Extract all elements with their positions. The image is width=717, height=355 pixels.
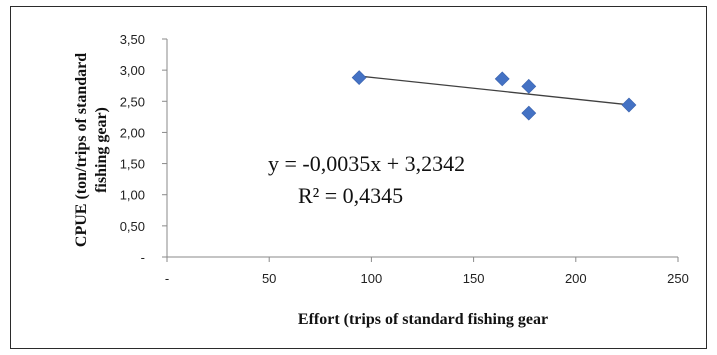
y-tick-label: 0,50 xyxy=(120,219,145,234)
data-points xyxy=(351,70,637,121)
x-tick-label: 150 xyxy=(463,271,485,286)
y-tick-labels: - 0,50 1,00 1,50 2,00 2,50 3,00 3,50 xyxy=(120,32,167,265)
y-tick-label: 1,00 xyxy=(120,188,145,203)
data-point xyxy=(521,78,537,94)
data-point xyxy=(351,70,367,86)
y-axis-title-group: CPUE (ton/trips of standard fishing gear) xyxy=(73,53,110,247)
y-tick-label: 3,50 xyxy=(120,32,145,47)
y-tick-label: 2,50 xyxy=(120,94,145,109)
data-point xyxy=(494,71,510,87)
x-tick-label: - xyxy=(165,271,169,286)
x-tick-label: 100 xyxy=(361,271,383,286)
y-tick-label: 2,00 xyxy=(120,125,145,140)
data-point xyxy=(521,105,537,121)
y-axis-title: CPUE (ton/trips of standard fishing gear) xyxy=(73,53,110,247)
y-tick-label: 3,00 xyxy=(120,63,145,78)
y-tick-label: - xyxy=(141,250,145,265)
x-tick-label: 200 xyxy=(565,271,587,286)
data-point xyxy=(621,97,637,113)
r-squared-label: R² = 0,4345 xyxy=(298,183,403,208)
trendline-equation: y = -0,0035x + 3,2342 xyxy=(268,151,465,176)
trendline xyxy=(359,75,630,106)
trendline-line xyxy=(359,75,630,106)
x-tick-labels: - 50 100 150 200 250 xyxy=(165,257,689,286)
x-axis-title: Effort (trips of standard fishing gear xyxy=(298,311,548,328)
chart-frame xyxy=(10,6,707,349)
y-tick-label: 1,50 xyxy=(120,157,145,172)
x-tick-label: 250 xyxy=(667,271,689,286)
x-tick-label: 50 xyxy=(262,271,276,286)
